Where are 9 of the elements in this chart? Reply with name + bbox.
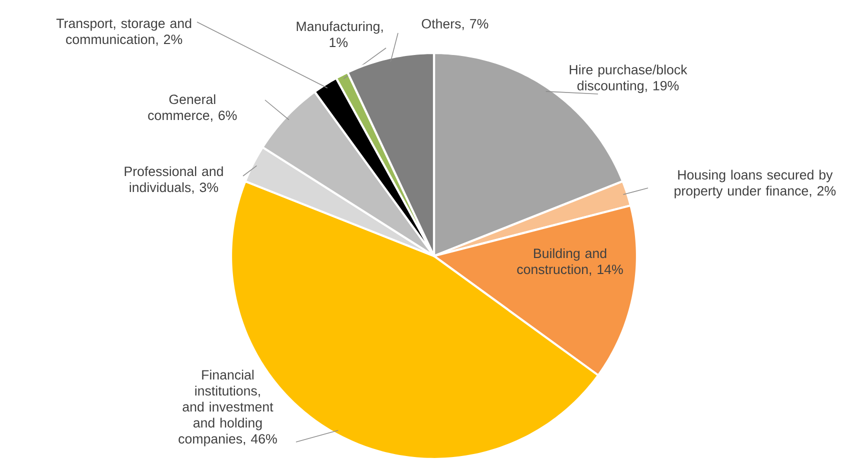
slice-label: Housing loans secured by property under finance, 2% (674, 170, 836, 198)
slice-label: Manufacturing, 1% (296, 21, 383, 48)
slice-label: Transport, storage and communication, 2% (56, 18, 192, 46)
slice-label: Professional and individuals, 3% (124, 166, 223, 194)
slice-label: General commerce, 6% (148, 94, 237, 122)
slice-label: Others, 7% (422, 18, 488, 30)
slice-label: Building and construction, 14% (517, 248, 623, 276)
slice-label: Hire purchase/block discounting, 19% (570, 64, 688, 94)
slice-label: Financial institutions, and investment and holding companies, 46% (178, 370, 277, 446)
